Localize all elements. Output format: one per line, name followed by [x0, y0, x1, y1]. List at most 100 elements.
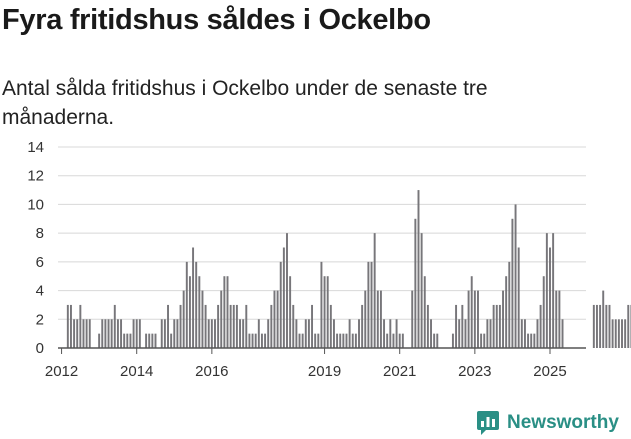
bar — [123, 333, 126, 348]
bar — [536, 319, 539, 348]
bar — [617, 319, 620, 348]
bar — [113, 304, 116, 348]
bar — [242, 319, 245, 348]
bar — [207, 319, 210, 348]
bar — [386, 333, 389, 348]
chart-title: Fyra fritidshus såldes i Ockelbo — [2, 4, 431, 36]
bar — [332, 319, 335, 348]
bar — [167, 304, 169, 348]
bar — [151, 333, 154, 348]
bar — [235, 304, 238, 348]
bar — [160, 319, 163, 348]
bar — [542, 276, 545, 348]
bar — [101, 319, 104, 348]
chart-subtitle: Antal sålda fritidshus i Ockelbo under d… — [2, 77, 488, 129]
bar — [558, 290, 561, 348]
bar — [492, 304, 495, 348]
bar — [614, 319, 617, 348]
bar — [304, 319, 307, 348]
bar — [179, 304, 182, 348]
bar — [239, 319, 242, 348]
bar — [257, 319, 260, 348]
bar — [336, 333, 339, 348]
bar — [126, 333, 129, 348]
bar — [226, 276, 229, 348]
bar — [621, 319, 623, 348]
bar — [132, 319, 135, 348]
bar — [311, 304, 314, 348]
bar — [364, 290, 367, 348]
bar — [320, 261, 323, 348]
bar — [107, 319, 110, 348]
bar — [301, 333, 304, 348]
bar — [116, 319, 119, 348]
bar — [217, 304, 220, 348]
bar — [69, 304, 72, 348]
bar — [627, 304, 630, 348]
bar — [279, 261, 282, 348]
bar — [539, 304, 542, 348]
bar — [148, 333, 151, 348]
bar — [624, 319, 627, 348]
x-tick-label: 2012 — [45, 363, 78, 380]
bar — [282, 247, 285, 348]
bar — [395, 319, 398, 348]
y-tick-label: 4 — [36, 283, 44, 300]
bar — [176, 319, 179, 348]
brand-logo: Newsworthy — [476, 408, 619, 438]
y-tick-label: 0 — [36, 340, 44, 357]
bar — [295, 319, 298, 348]
bar — [292, 304, 295, 348]
bar — [339, 333, 342, 348]
bar — [214, 319, 216, 348]
bar — [517, 247, 520, 348]
bar — [514, 204, 517, 348]
y-tick-label: 8 — [36, 225, 44, 242]
bar — [188, 276, 191, 348]
bar — [129, 333, 132, 348]
bar — [185, 261, 188, 348]
bar — [73, 319, 76, 348]
bar — [85, 319, 88, 348]
bar — [423, 276, 426, 348]
bar — [201, 290, 204, 348]
bar — [198, 276, 201, 348]
bar — [549, 247, 551, 348]
bar — [486, 319, 489, 348]
bar — [76, 319, 79, 348]
bar — [270, 304, 273, 348]
bar — [411, 290, 414, 348]
bar — [267, 319, 270, 348]
bar — [135, 319, 138, 348]
bar — [489, 319, 492, 348]
bar — [595, 304, 598, 348]
bar — [467, 290, 470, 348]
bar — [477, 290, 479, 348]
y-tick-label: 2 — [36, 311, 44, 328]
bar — [401, 333, 404, 348]
bar — [66, 304, 69, 348]
bar — [505, 276, 508, 348]
bar — [229, 304, 232, 348]
bar — [592, 304, 595, 348]
newsworthy-logo-icon — [477, 411, 499, 435]
bar — [351, 333, 354, 348]
bar — [276, 290, 279, 348]
bar — [383, 319, 386, 348]
bar — [480, 333, 483, 348]
bar — [605, 304, 608, 348]
bar — [520, 319, 523, 348]
bar — [376, 290, 379, 348]
bar — [470, 276, 473, 348]
bar — [88, 319, 91, 348]
bar — [104, 319, 107, 348]
bar — [260, 333, 263, 348]
bar — [414, 218, 417, 348]
bar — [120, 319, 123, 348]
bar — [98, 333, 101, 348]
bar — [433, 333, 436, 348]
bar — [223, 276, 226, 348]
x-tick-label: 2023 — [458, 363, 491, 380]
bar — [317, 333, 320, 348]
